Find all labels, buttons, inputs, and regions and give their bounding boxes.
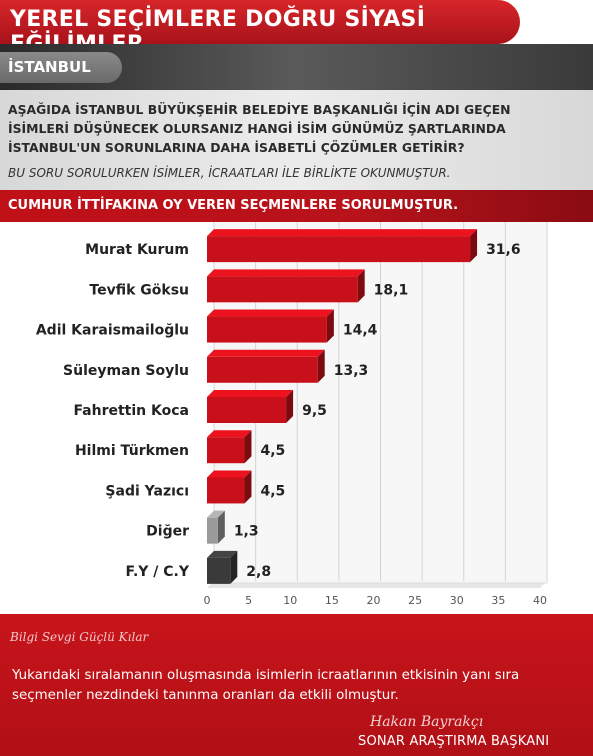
category-label: Şadi Yazıcı bbox=[105, 483, 189, 499]
bar-chart: 0 5 10 15 20 25 30 35 40 Murat Kurum 31,6 Tevfik Gö… bbox=[36, 222, 548, 607]
bar-side bbox=[470, 229, 478, 263]
x-tick-label: 5 bbox=[245, 594, 252, 607]
author-role: SONAR ARAŞTIRMA BAŞKANI bbox=[358, 734, 550, 749]
bar-side bbox=[357, 269, 365, 303]
category-label: F.Y / C.Y bbox=[125, 564, 189, 580]
bar bbox=[207, 236, 471, 263]
bar-top bbox=[207, 229, 478, 237]
motto-signature: Bilgi Sevgi Güçlü Kılar bbox=[10, 630, 149, 644]
bar bbox=[207, 437, 245, 464]
title-bar: YEREL SEÇİMLERE DOĞRU SİYASİ EĞİLİMLER bbox=[0, 0, 520, 57]
bar-side bbox=[230, 550, 238, 584]
city-label: İSTANBUL bbox=[8, 58, 91, 76]
bar bbox=[207, 397, 287, 423]
chart-area: 0 5 10 15 20 25 30 35 40 Murat Kurum 31,6 Tevfik Gö… bbox=[0, 222, 593, 614]
bar-side bbox=[244, 430, 252, 464]
subtitle-text: CUMHUR İTTİFAKINA OY VEREN SEÇMENLERE SO… bbox=[8, 198, 459, 213]
bar bbox=[207, 517, 218, 544]
city-tab: İSTANBUL bbox=[0, 52, 122, 83]
bar-top bbox=[207, 390, 294, 397]
value-label: 31,6 bbox=[486, 242, 521, 258]
bar bbox=[207, 477, 245, 504]
value-label: 18,1 bbox=[374, 282, 409, 298]
value-label: 13,3 bbox=[334, 363, 369, 379]
bar-side bbox=[244, 470, 252, 504]
x-tick-label: 10 bbox=[283, 594, 297, 607]
author-signature: Hakan Bayrakçı bbox=[370, 714, 484, 730]
subtitle-band: CUMHUR İTTİFAKINA OY VEREN SEÇMENLERE SO… bbox=[0, 190, 593, 222]
footer-text: Yukarıdaki sıralamanın oluşmasında isiml… bbox=[12, 668, 520, 703]
bar-side bbox=[217, 510, 225, 544]
value-label: 4,5 bbox=[260, 443, 285, 459]
x-tick-label: 15 bbox=[325, 594, 339, 607]
bar-side bbox=[286, 390, 294, 423]
bar bbox=[207, 316, 327, 343]
category-label: Fahrettin Koca bbox=[73, 403, 189, 419]
category-label: Süleyman Soylu bbox=[63, 363, 189, 379]
bar-top bbox=[207, 510, 225, 518]
bar-top bbox=[207, 470, 252, 478]
x-tick-label: 20 bbox=[367, 594, 381, 607]
value-label: 9,5 bbox=[302, 403, 327, 419]
category-label: Hilmi Türkmen bbox=[75, 443, 189, 459]
bar-top bbox=[207, 550, 238, 558]
bar-side bbox=[326, 309, 334, 343]
bar-top bbox=[207, 349, 325, 357]
category-label: Tevfik Göksu bbox=[89, 282, 189, 298]
bar-top bbox=[207, 309, 334, 317]
value-label: 2,8 bbox=[246, 564, 271, 580]
value-label: 4,5 bbox=[260, 483, 285, 499]
bar-top bbox=[207, 269, 365, 277]
bar bbox=[207, 557, 231, 584]
bar bbox=[207, 356, 318, 383]
question-panel: AŞAĞIDA İSTANBUL BÜYÜKŞEHİR BELEDİYE BAŞ… bbox=[0, 90, 593, 190]
bar-side bbox=[317, 349, 325, 383]
category-label: Diğer bbox=[146, 524, 189, 540]
x-tick-label: 0 bbox=[204, 594, 211, 607]
question-text: AŞAĞIDA İSTANBUL BÜYÜKŞEHİR BELEDİYE BAŞ… bbox=[8, 102, 511, 155]
value-label: 1,3 bbox=[234, 524, 259, 540]
bar-top bbox=[207, 430, 252, 438]
bar bbox=[207, 276, 358, 303]
x-tick-label: 40 bbox=[533, 594, 547, 607]
x-tick-label: 25 bbox=[408, 594, 422, 607]
category-label: Murat Kurum bbox=[85, 242, 189, 258]
question-note: BU SORU SORULURKEN İSİMLER, İCRAATLARI İ… bbox=[8, 166, 451, 180]
footer: Bilgi Sevgi Güçlü Kılar Yukarıdaki sıral… bbox=[0, 614, 593, 756]
x-tick-label: 35 bbox=[491, 594, 505, 607]
category-label: Adil Karaismailoğlu bbox=[36, 323, 189, 339]
x-tick-label: 30 bbox=[450, 594, 464, 607]
value-label: 14,4 bbox=[343, 323, 378, 339]
